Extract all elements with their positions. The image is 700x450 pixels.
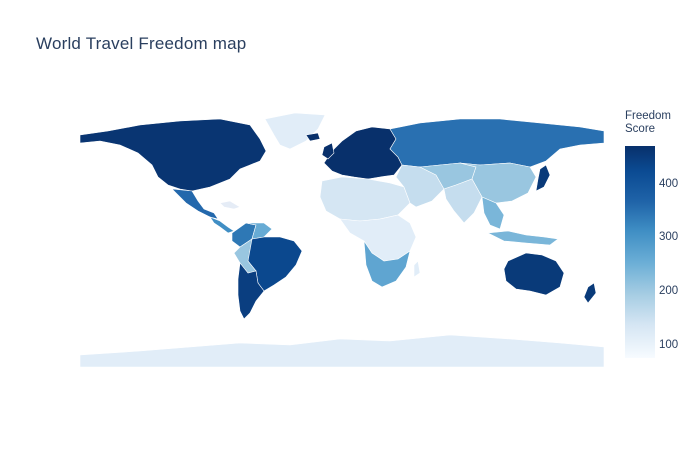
region-central-africa[interactable] [339,214,417,262]
region-india[interactable] [443,178,483,224]
region-western-europe[interactable] [323,126,403,180]
colorbar-tick: 100 [659,338,679,351]
region-north-america[interactable] [80,118,267,192]
region-madagascar[interactable] [413,260,421,278]
colorbar-title-line1: Freedom [625,110,672,122]
map-title: World Travel Freedom map [36,34,247,53]
region-north-africa[interactable] [319,176,411,222]
map-svg[interactable] [80,105,604,367]
colorbar-tick: 300 [659,231,679,244]
colorbar-tick: 200 [659,284,679,297]
colorbar-title-line2: Score [625,123,656,135]
region-argentina[interactable] [237,262,265,320]
colorbar-gradient [625,146,655,358]
region-greenland[interactable] [264,112,326,150]
region-mexico[interactable] [171,188,219,220]
region-iceland[interactable] [305,132,321,142]
region-central-america[interactable] [209,216,235,234]
region-indonesia[interactable] [486,230,559,246]
colorbar: Freedom Score 400 300 200 100 [625,110,678,358]
region-southern-africa[interactable] [363,240,411,288]
region-new-zealand[interactable] [583,282,597,304]
colorbar-tick: 400 [659,177,679,190]
region-japan[interactable] [535,164,551,192]
choropleth-map[interactable] [80,105,604,367]
region-antarctica[interactable] [80,334,604,367]
region-china[interactable] [459,162,537,204]
region-australia[interactable] [503,252,565,296]
region-southeast-asia[interactable] [481,196,505,230]
region-uk[interactable] [321,142,335,160]
region-caribbean[interactable] [219,200,241,210]
region-russia[interactable] [389,118,604,168]
